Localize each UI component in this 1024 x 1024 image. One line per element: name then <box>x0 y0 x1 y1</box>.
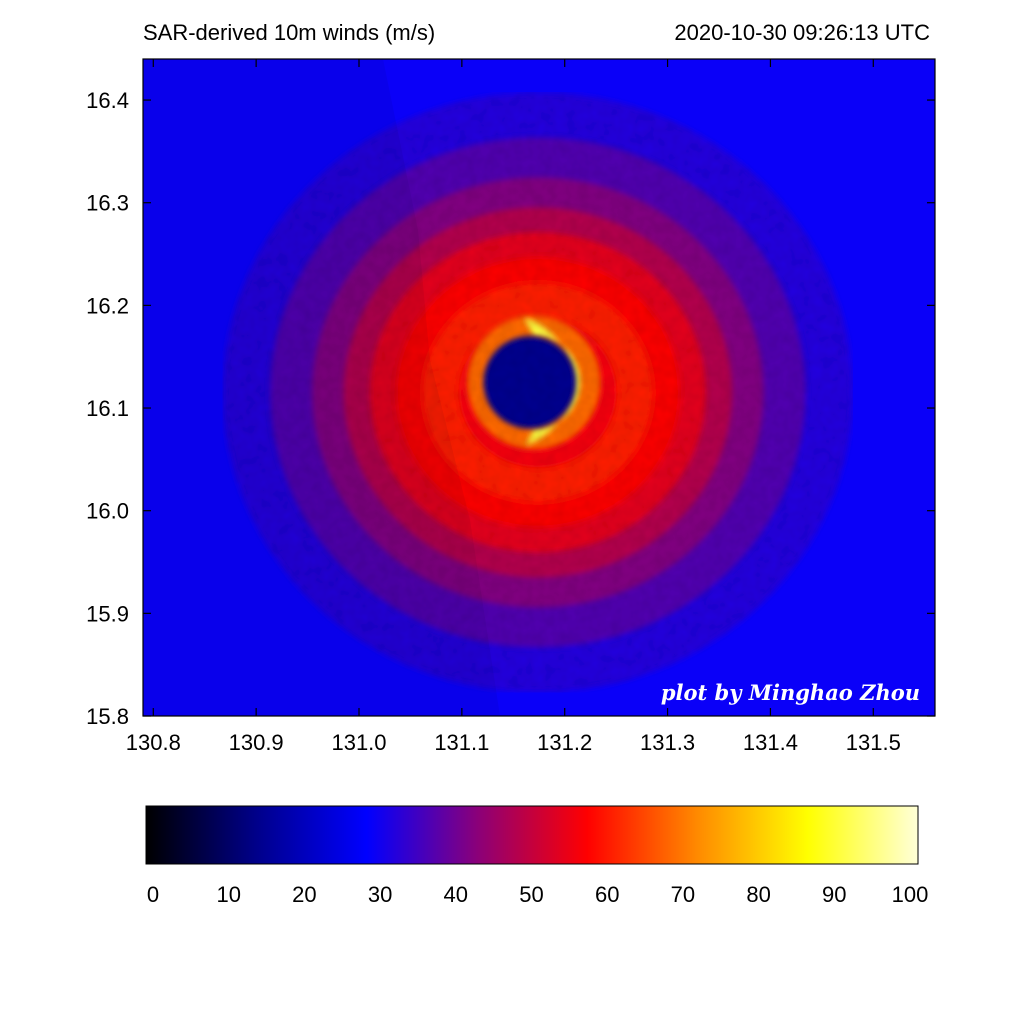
wind-field-heatmap: 130.8 130.9 131.0 131.1 131.2 131.3 131.4 131.5… <box>86 58 936 755</box>
colorbar-tick-label: 0 <box>147 882 159 907</box>
x-tick-label: 131.2 <box>537 730 592 755</box>
colorbar-tick-label: 90 <box>822 882 846 907</box>
y-tick-label: 16.0 <box>86 499 129 524</box>
x-tick-label: 131.5 <box>846 730 901 755</box>
x-tick-label: 131.3 <box>640 730 695 755</box>
x-tick-label: 131.0 <box>331 730 386 755</box>
colorbar-tick-label: 50 <box>519 882 543 907</box>
y-tick-label: 15.9 <box>86 601 129 626</box>
eyewall-max-wind <box>523 317 581 446</box>
x-tick-label: 130.9 <box>229 730 284 755</box>
colorbar-tick-label: 20 <box>292 882 316 907</box>
chart-title: SAR-derived 10m winds (m/s) <box>143 20 435 45</box>
colorbar-ticks: 0 10 20 30 40 50 60 70 80 90 100 <box>147 882 928 907</box>
y-tick-label: 16.2 <box>86 293 129 318</box>
y-tick-label: 16.1 <box>86 396 129 421</box>
colorbar-tick-label: 40 <box>444 882 468 907</box>
sar-swath-seam <box>143 59 500 716</box>
y-tick-label: 15.8 <box>86 704 129 729</box>
author-credit: plot by Minghao Zhou <box>661 680 920 705</box>
colorbar: 0 10 20 30 40 50 60 70 80 90 100 <box>145 805 928 907</box>
plot-frame <box>142 58 936 717</box>
colorbar-tick-label: 70 <box>671 882 695 907</box>
x-tick-label: 131.1 <box>434 730 489 755</box>
timestamp: 2020-10-30 09:26:13 UTC <box>674 20 930 45</box>
x-tick-label: 130.8 <box>126 730 181 755</box>
y-axis: 15.8 15.9 16.0 16.1 16.2 16.3 16.4 <box>86 88 935 729</box>
x-tick-label: 131.4 <box>743 730 798 755</box>
colorbar-tick-label: 10 <box>216 882 240 907</box>
colorbar-gradient <box>145 805 919 865</box>
colorbar-tick-label: 80 <box>746 882 770 907</box>
y-tick-label: 16.3 <box>86 191 129 216</box>
y-tick-label: 16.4 <box>86 88 129 113</box>
x-axis: 130.8 130.9 131.0 131.1 131.2 131.3 131.4 131.5 <box>126 59 901 755</box>
storm-eye <box>483 336 577 429</box>
colorbar-tick-label: 100 <box>892 882 929 907</box>
colorbar-tick-label: 30 <box>368 882 392 907</box>
colorbar-tick-label: 60 <box>595 882 619 907</box>
